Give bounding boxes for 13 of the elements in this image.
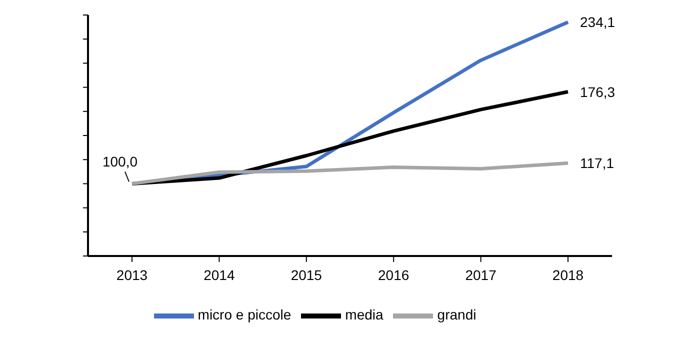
legend-label: micro e piccole [198,306,292,323]
data-label: 100,0 [102,154,138,170]
x-tick-label: 2013 [116,266,148,283]
x-tick-label: 2018 [552,266,584,283]
legend-label: media [345,306,384,323]
x-tick-label: 2017 [465,266,497,283]
data-label: 117,1 [580,155,614,172]
data-label: 176,3 [580,84,616,100]
data-label: 234,1 [580,14,616,30]
x-tick-label: 2015 [290,266,322,283]
x-tick-label: 2016 [378,266,410,283]
x-tick-label: 2014 [204,266,235,283]
legend-label: grandi [437,306,476,323]
